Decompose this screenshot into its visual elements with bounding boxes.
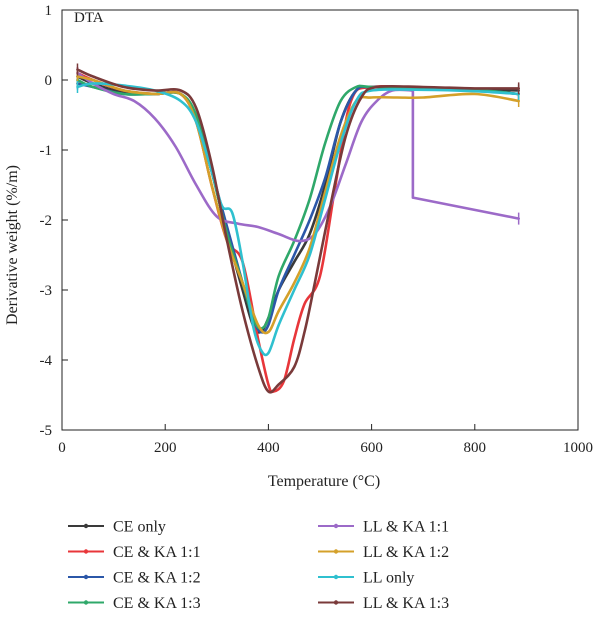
legend-marker — [333, 523, 339, 529]
y-tick-label: -3 — [40, 283, 53, 299]
panel-label: DTA — [74, 10, 104, 26]
series-line-2 — [76, 82, 520, 334]
series-line-5 — [76, 75, 520, 335]
y-tick-label: -4 — [40, 353, 53, 369]
x-tick-label: 200 — [154, 440, 177, 456]
legend-label: LL & KA 1:3 — [363, 595, 449, 612]
legend: CE only CE & KA 1:1 CE & KA 1:2 CE & KA 1:3… — [68, 519, 449, 612]
series-line-6 — [76, 82, 520, 357]
legend-label: CE & KA 1:3 — [113, 595, 201, 612]
legend-marker — [333, 549, 339, 554]
x-tick-label: 800 — [464, 440, 487, 456]
series-line-7 — [76, 68, 520, 394]
x-axis-title: Temperature (°C) — [268, 473, 380, 490]
legend-label: LL & KA 1:1 — [363, 519, 449, 536]
y-tick-label: -5 — [40, 423, 53, 439]
legend-label: LL only — [363, 570, 414, 587]
legend-label: CE & KA 1:1 — [113, 544, 201, 561]
plot-area — [76, 63, 520, 394]
legend-marker — [83, 523, 89, 529]
x-tick-label: 1000 — [563, 440, 593, 456]
legend-marker — [83, 600, 89, 605]
x-tick-label: 400 — [257, 440, 280, 456]
series-line-4 — [76, 71, 520, 243]
axes: 0 200 400 600 800 1000 -5 -4 -3 -2 -1 0 1 — [40, 3, 594, 456]
legend-label: CE only — [113, 519, 166, 536]
legend-marker — [333, 574, 339, 580]
y-tick-label: 1 — [45, 3, 53, 19]
y-tick-label: 0 — [45, 73, 53, 89]
legend-marker — [83, 549, 89, 554]
legend-marker — [333, 600, 339, 605]
legend-marker — [83, 574, 89, 580]
x-tick-label: 0 — [58, 440, 66, 456]
y-tick-label: -2 — [40, 213, 53, 229]
legend-label: LL & KA 1:2 — [363, 544, 449, 561]
y-tick-label: -1 — [40, 143, 53, 159]
y-axis-title: Derivative weight (%/m) — [4, 165, 21, 325]
x-tick-label: 600 — [360, 440, 383, 456]
legend-label: CE & KA 1:2 — [113, 570, 201, 587]
